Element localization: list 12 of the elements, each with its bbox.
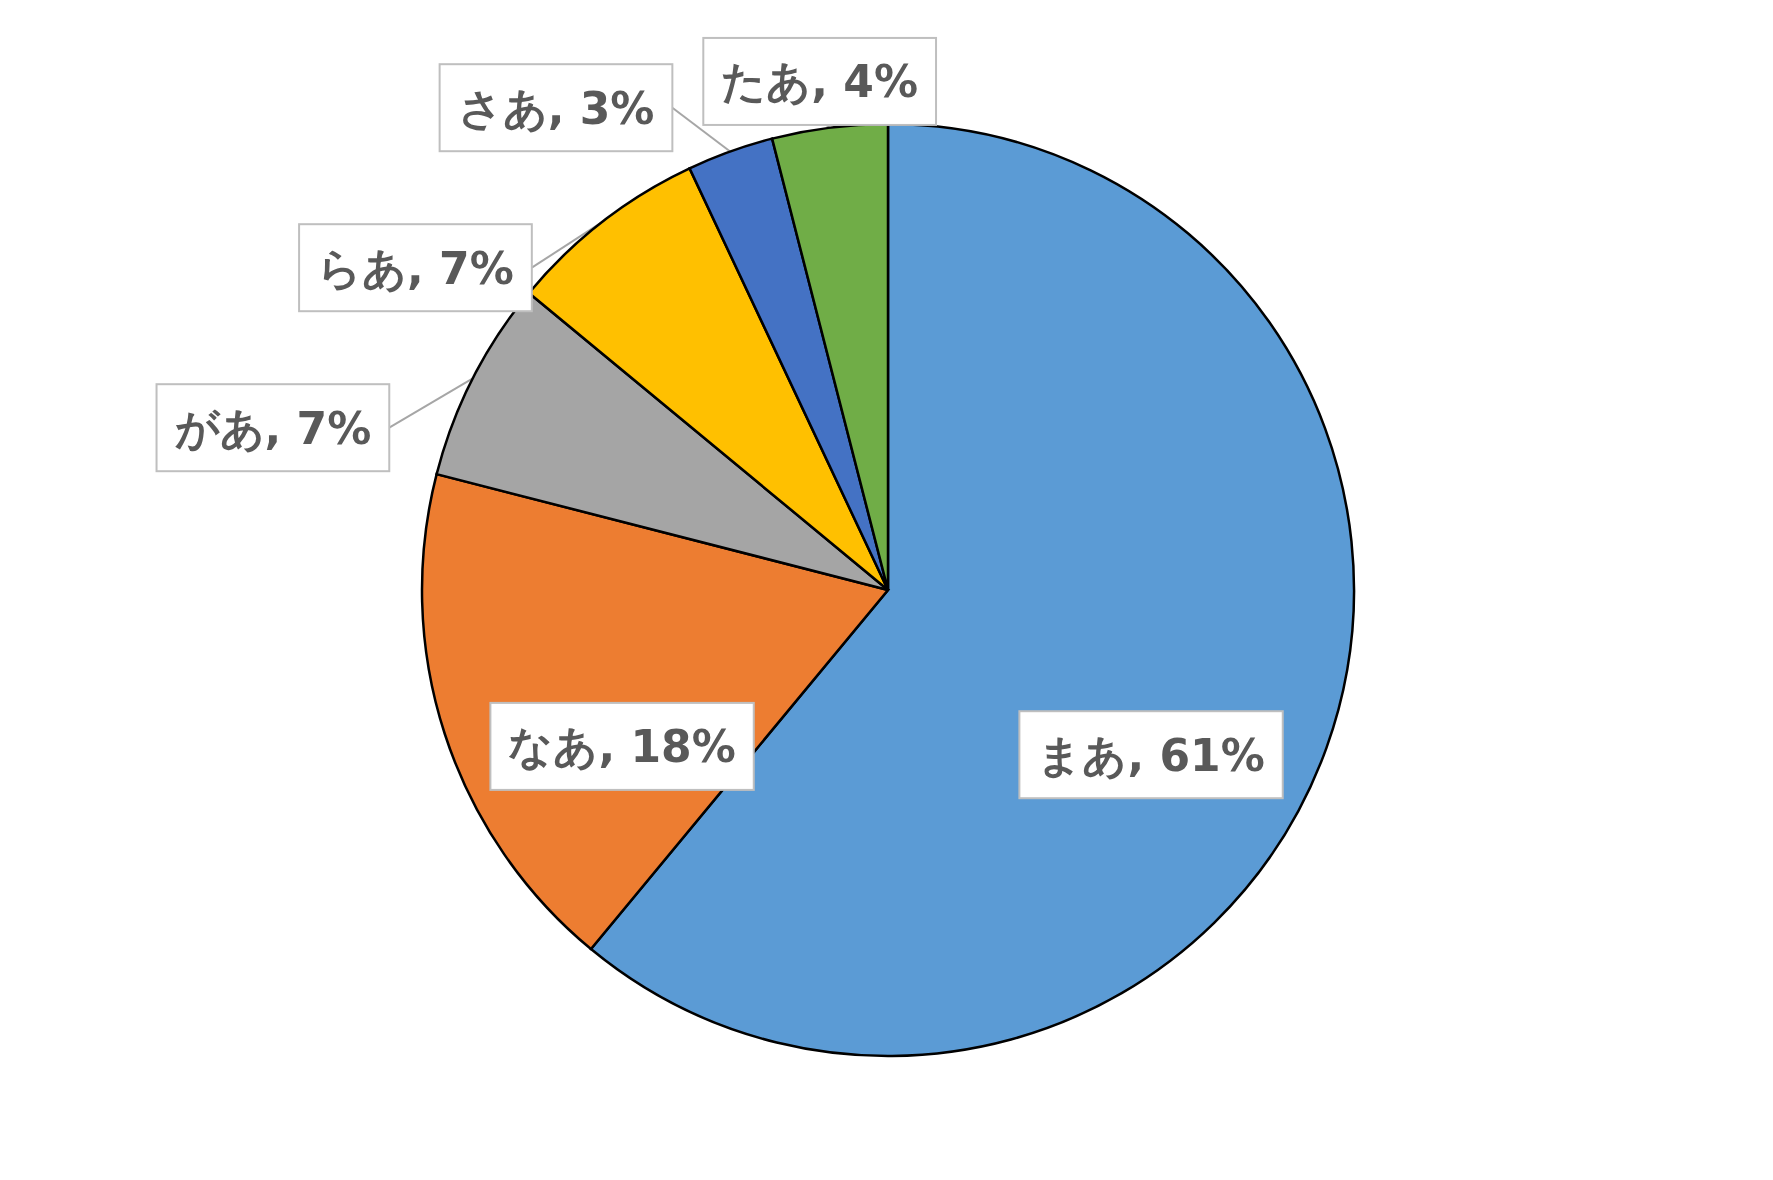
data-label: , 61%	[1127, 729, 1265, 781]
data-label: , 7%	[264, 402, 372, 454]
slice-label: らあ	[317, 242, 408, 294]
data-label: , 18%	[598, 720, 736, 772]
slice-label: なあ	[508, 720, 599, 772]
slice-label: があ	[174, 402, 265, 454]
slice-label: さあ	[457, 82, 548, 134]
data-label: , 3%	[547, 82, 655, 134]
data-label: , 4%	[811, 55, 919, 107]
slice-label: たあ	[721, 55, 812, 107]
data-label: , 7%	[407, 242, 514, 294]
slice-label: まあ	[1037, 729, 1128, 781]
